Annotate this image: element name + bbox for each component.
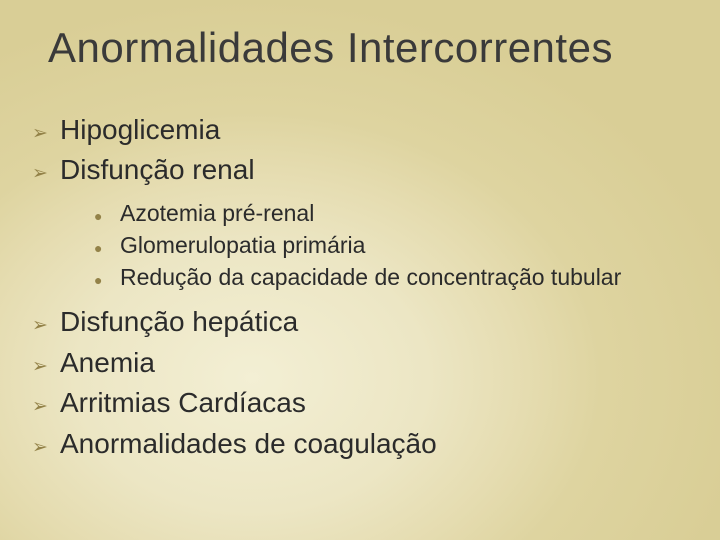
list-item: ➢ Anormalidades de coagulação	[30, 426, 690, 462]
sub-list-item-text: Redução da capacidade de concentração tu…	[120, 263, 621, 293]
slide: Anormalidades Intercorrentes ➢ Hipoglice…	[0, 0, 720, 540]
chevron-right-icon: ➢	[30, 314, 60, 337]
list-item: ➢ Disfunção renal ● Azotemia pré-renal ●…	[30, 152, 690, 292]
list-item-text: Disfunção renal	[60, 152, 255, 188]
list-item-text: Anemia	[60, 345, 155, 381]
slide-title: Anormalidades Intercorrentes	[48, 24, 613, 72]
list-item: ➢ Anemia	[30, 345, 690, 381]
chevron-right-icon: ➢	[30, 436, 60, 459]
sub-list-item: ● Azotemia pré-renal	[92, 199, 690, 229]
list-item: ➢ Disfunção hepática	[30, 304, 690, 340]
sub-list: ● Azotemia pré-renal ● Glomerulopatia pr…	[92, 199, 690, 293]
list-item-text: Hipoglicemia	[60, 112, 220, 148]
list-item-text: Disfunção hepática	[60, 304, 298, 340]
chevron-right-icon: ➢	[30, 122, 60, 145]
chevron-right-icon: ➢	[30, 355, 60, 378]
bullet-icon: ●	[92, 208, 120, 224]
slide-content: ➢ Hipoglicemia ➢ Disfunção renal ● Azote…	[30, 112, 690, 466]
sub-list-item: ● Redução da capacidade de concentração …	[92, 263, 690, 293]
chevron-right-icon: ➢	[30, 395, 60, 418]
list-item: ➢ Hipoglicemia	[30, 112, 690, 148]
chevron-right-icon: ➢	[30, 162, 60, 185]
sub-list-item: ● Glomerulopatia primária	[92, 231, 690, 261]
list-item-text: Anormalidades de coagulação	[60, 426, 437, 462]
list-item: ➢ Arritmias Cardíacas	[30, 385, 690, 421]
bullet-icon: ●	[92, 272, 120, 288]
list-item-text: Arritmias Cardíacas	[60, 385, 306, 421]
bullet-icon: ●	[92, 240, 120, 256]
sub-list-item-text: Glomerulopatia primária	[120, 231, 365, 261]
sub-list-item-text: Azotemia pré-renal	[120, 199, 314, 229]
